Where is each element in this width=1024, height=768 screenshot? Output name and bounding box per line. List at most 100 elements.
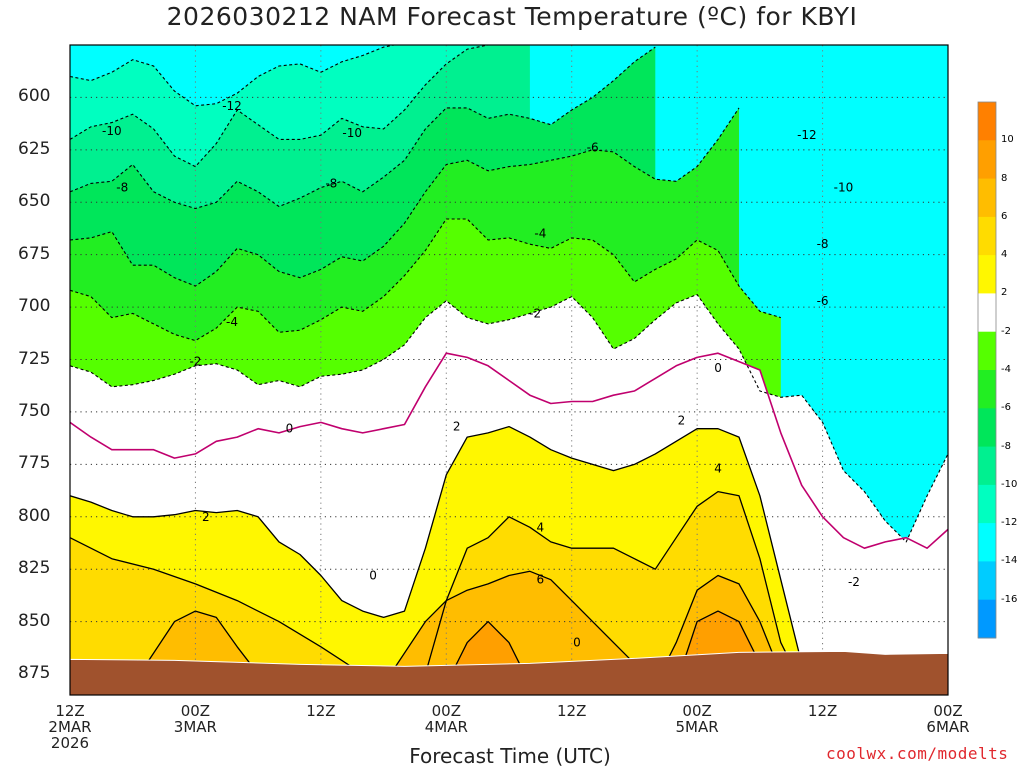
x-tick-line: 2026	[50, 734, 90, 752]
contour-line--4	[70, 218, 781, 342]
x-tick-line: 12Z	[807, 702, 838, 720]
x-tick-label: 00Z 3MAR	[165, 703, 225, 751]
contour-label: 2	[678, 413, 686, 427]
colorbar-label: 8	[1001, 172, 1008, 184]
contour-label: 2	[202, 510, 210, 524]
contour-label: -6	[587, 141, 599, 155]
x-tick-line	[667, 735, 727, 751]
x-tick-label: 00Z 5MAR	[667, 703, 727, 751]
contour-label: -8	[325, 176, 337, 190]
colorbar-swatch	[978, 102, 996, 141]
contour-label: 0	[286, 422, 294, 436]
contour-labels: -12 -10 -10 -12 -6 -8 -8 -10 -4 -8 -6 -2 -4 -2 0 2 0 2 4 4 2…	[102, 99, 860, 650]
x-tick-label: 00Z 6MAR	[918, 703, 978, 751]
x-tick-line: 4MAR	[424, 718, 468, 736]
filled-contours	[70, 45, 948, 695]
colorbar-label: 6	[1001, 210, 1008, 222]
x-tick-line: 12Z	[557, 702, 587, 720]
colorbar-label: 2	[1001, 287, 1008, 299]
contour-label: 4	[537, 520, 545, 534]
x-tick-label: 00Z 4MAR	[416, 703, 476, 751]
contour-label: -8	[817, 237, 829, 251]
contour-label: -12	[222, 99, 242, 113]
x-axis-label: Forecast Time (UTC)	[409, 744, 611, 768]
contour-label: 0	[369, 568, 377, 582]
colorbar	[977, 101, 997, 639]
contour-label: -10	[102, 124, 122, 138]
y-tick-label: 650	[18, 191, 51, 212]
contour-fill-4	[70, 491, 802, 695]
source-credit: coolwx.com/modelts	[826, 744, 1009, 763]
colorbar-label: 4	[1001, 249, 1008, 261]
contour-label: -10	[342, 126, 362, 140]
contour-label: -2	[848, 575, 860, 589]
x-tick-line: 6MAR	[926, 718, 970, 736]
x-tick-line: 00Z	[180, 702, 211, 720]
plot-frame	[69, 44, 949, 696]
colorbar-swatch	[978, 370, 996, 409]
y-tick-label: 825	[18, 558, 51, 579]
x-tick-line: 2MAR	[48, 718, 92, 736]
y-tick-label: 750	[18, 400, 51, 421]
colorbar-frame	[977, 101, 997, 639]
x-tick-label: 12Z 2MAR 2026	[40, 703, 100, 751]
colorbar-label: -12	[1001, 517, 1018, 529]
colorbar-swatch	[978, 293, 996, 333]
contour-line-6	[132, 570, 782, 686]
contour-label: -4	[534, 227, 546, 241]
x-tick-line	[291, 719, 351, 735]
contour-label: -10	[834, 181, 854, 195]
colorbar-swatch	[978, 446, 996, 486]
x-tick-line: 00Z	[933, 702, 963, 720]
contour-line-4	[70, 490, 803, 686]
colorbar-label: -16	[1001, 593, 1018, 605]
x-tick-line	[793, 719, 853, 735]
x-tick-line	[165, 735, 225, 751]
colorbar-swatch	[978, 216, 996, 256]
x-tick-line: 00Z	[431, 702, 461, 720]
colorbar-label: -8	[1001, 440, 1011, 452]
contour-label: 0	[714, 361, 722, 375]
contour-line--2	[70, 293, 948, 543]
y-tick-label: 625	[18, 138, 51, 159]
x-tick-line: 12Z	[306, 702, 336, 720]
contour-label: -2	[529, 306, 541, 320]
y-tick-label: 775	[18, 453, 51, 474]
terrain-ground	[70, 650, 948, 695]
colorbar-label: -4	[1001, 364, 1011, 375]
colorbar-label: -14	[1001, 555, 1018, 567]
colorbar-label: -2	[1001, 325, 1011, 337]
colorbar-label: -10	[1001, 478, 1018, 490]
y-tick-label: 800	[18, 505, 51, 526]
x-tick-line: 3MAR	[173, 718, 217, 736]
colorbar-swatch	[978, 140, 996, 180]
terrain-fill	[70, 650, 948, 695]
colorbar-label: 10	[1001, 134, 1014, 146]
contour-label: 6	[537, 573, 545, 587]
y-tick-label: 725	[18, 348, 51, 369]
contour-label: -8	[116, 181, 128, 195]
contour-line--8	[70, 46, 656, 210]
x-tick-label: 12Z	[291, 703, 351, 751]
y-tick-label: 600	[18, 86, 51, 107]
colorbar-swatch	[978, 561, 996, 601]
contour-label: -12	[797, 128, 817, 142]
contour-label: -2	[189, 355, 201, 369]
contour-lines	[70, 45, 948, 686]
contour-label: 4	[714, 462, 722, 476]
colorbar-swatch	[978, 484, 996, 524]
x-tick-line	[918, 735, 978, 751]
x-tick-line: 12Z	[55, 702, 85, 720]
x-tick-line	[416, 735, 476, 751]
contour-label: -6	[817, 294, 829, 308]
x-tick-line	[291, 735, 351, 751]
colorbar-swatch	[978, 599, 996, 639]
x-tick-line: 00Z	[682, 702, 712, 720]
contour-line-0	[70, 352, 948, 550]
y-tick-label: 850	[18, 610, 51, 631]
contour-line-2	[70, 425, 824, 685]
contour-label: 2	[453, 420, 461, 434]
chart-title: 2026030212 NAM Forecast Temperature (ºC)…	[166, 2, 858, 31]
colorbar-swatch	[978, 178, 996, 218]
